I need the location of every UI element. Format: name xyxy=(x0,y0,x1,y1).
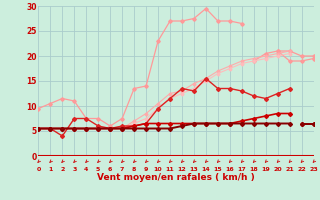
X-axis label: Vent moyen/en rafales ( km/h ): Vent moyen/en rafales ( km/h ) xyxy=(97,174,255,182)
